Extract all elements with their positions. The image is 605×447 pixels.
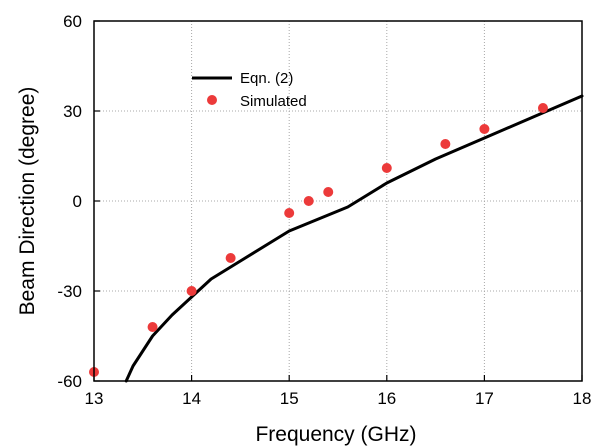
legend-marker-swatch — [207, 95, 217, 105]
legend-label-simulated: Simulated — [240, 93, 307, 110]
legend: Eqn. (2) Simulated — [192, 70, 307, 110]
x-tick-labels: 13 14 15 16 17 18 — [85, 389, 592, 408]
x-tick-label: 16 — [377, 389, 396, 408]
simulated-point — [323, 187, 334, 197]
x-tick-label: 17 — [475, 389, 494, 408]
simulated-point — [186, 286, 197, 296]
y-tick-labels: -60 -30 0 30 60 — [57, 12, 82, 391]
grid-lines — [94, 21, 582, 381]
y-tick-label: 0 — [73, 192, 82, 211]
x-tick-label: 18 — [573, 389, 592, 408]
simulated-point — [440, 139, 451, 149]
simulated-point — [479, 124, 490, 134]
x-tick-label: 13 — [85, 389, 104, 408]
simulated-point — [147, 322, 158, 332]
y-tick-label: 30 — [63, 102, 82, 121]
plot-frame — [93, 20, 583, 382]
series-marks — [89, 94, 584, 383]
legend-label-eqn: Eqn. (2) — [240, 70, 293, 87]
simulated-point — [284, 208, 295, 218]
x-tick-label: 14 — [182, 389, 201, 408]
x-axis-title: Frequency (GHz) — [255, 423, 416, 446]
y-tick-label: -60 — [57, 372, 82, 391]
y-axis-title: Beam Direction (degree) — [16, 87, 39, 316]
simulated-point — [225, 253, 236, 263]
simulated-point — [537, 103, 548, 113]
eqn-series-line — [124, 94, 584, 383]
y-tick-label: 60 — [63, 12, 82, 31]
y-tick-label: -30 — [57, 282, 82, 301]
simulated-point — [303, 196, 314, 206]
x-tick-label: 15 — [280, 389, 299, 408]
simulated-point — [381, 163, 392, 173]
